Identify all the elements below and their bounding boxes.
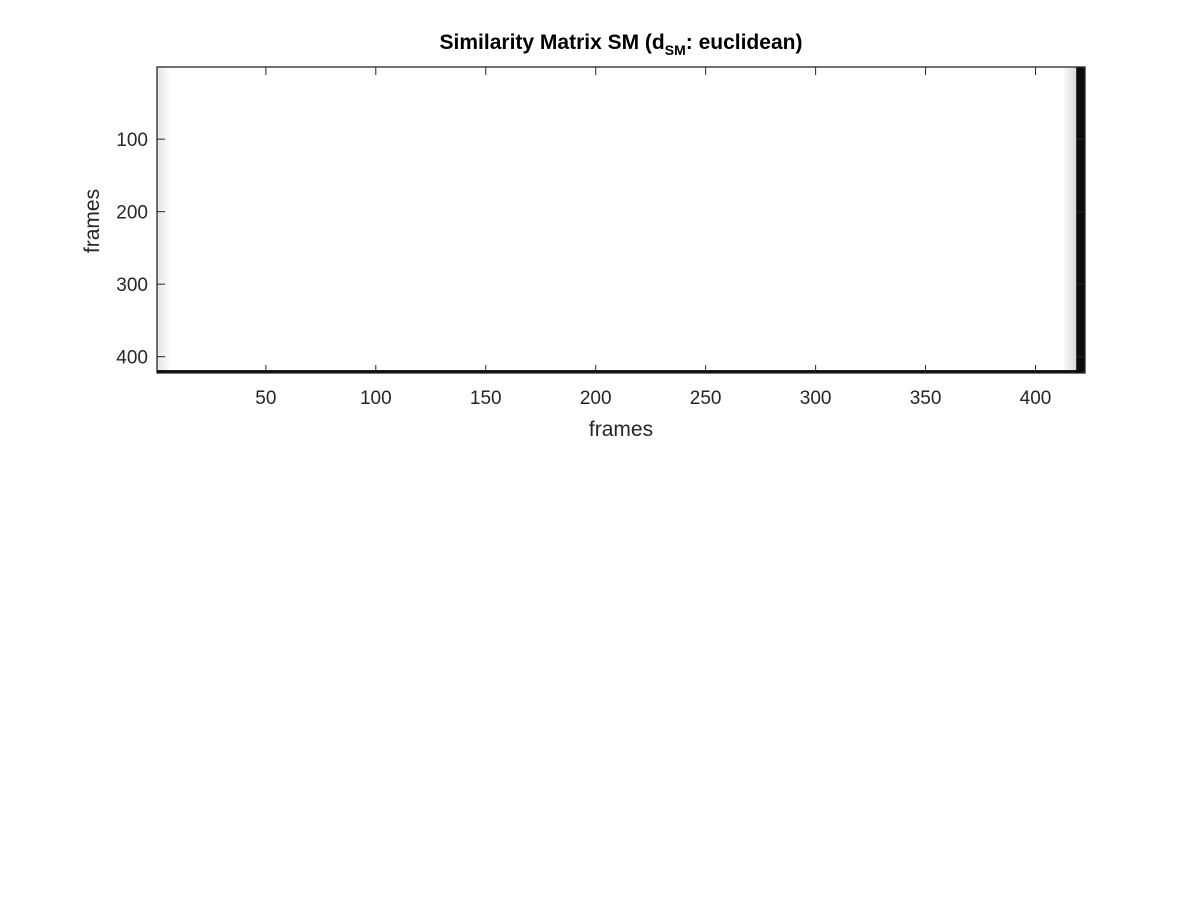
- chart-title-tail: : euclidean): [686, 31, 803, 54]
- chart-title-main: Similarity Matrix SM (d: [440, 31, 665, 54]
- heatmap-dark-band-bottom: [157, 370, 1085, 373]
- heatmap-background: [157, 67, 1085, 373]
- chart-title-subscript: SM: [665, 42, 686, 58]
- y-tick-label-300: 300: [116, 275, 148, 296]
- x-tick-label-200: 200: [580, 388, 612, 409]
- y-tick-label-200: 200: [116, 203, 148, 224]
- x-tick-label-400: 400: [1020, 388, 1052, 409]
- x-axis-label: frames: [589, 418, 653, 441]
- chart-title: Similarity Matrix SM (dSM: euclidean): [440, 31, 803, 58]
- x-tick-label-150: 150: [470, 388, 502, 409]
- axes-box: [156, 66, 1086, 374]
- x-tick-label-250: 250: [690, 388, 722, 409]
- heatmap-right-fringe: [1062, 67, 1077, 373]
- x-axis-ticks: 50 100 150 200 250 300 350 400: [255, 67, 1051, 409]
- heatmap-image: [157, 67, 1085, 373]
- x-tick-label-100: 100: [360, 388, 392, 409]
- y-tick-label-100: 100: [116, 130, 148, 151]
- y-tick-label-400: 400: [116, 348, 148, 369]
- y-axis-label: frames: [81, 189, 104, 253]
- heatmap-dark-band-right: [1076, 67, 1085, 373]
- axes-frame: [156, 66, 1086, 374]
- y-axis-ticks: 100 200 300 400: [116, 130, 1085, 369]
- x-tick-label-50: 50: [255, 388, 276, 409]
- x-tick-label-350: 350: [910, 388, 942, 409]
- heatmap-left-fringe: [157, 67, 171, 373]
- x-tick-label-300: 300: [800, 388, 832, 409]
